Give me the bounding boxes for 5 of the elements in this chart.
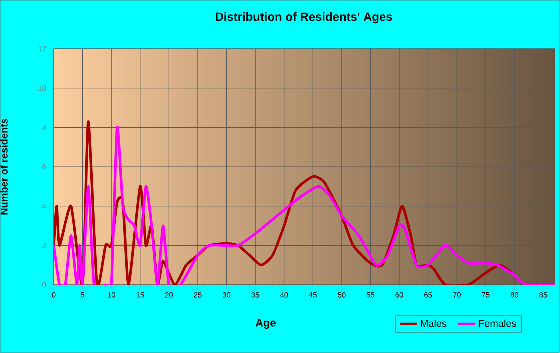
y-axis-title: Number of residents <box>0 118 8 215</box>
x-axis-title: Age <box>256 319 276 330</box>
legend-label: Males <box>421 320 447 328</box>
legend-label: Females <box>479 320 516 328</box>
chart-title: Distribution of Residents' Ages <box>216 12 392 24</box>
